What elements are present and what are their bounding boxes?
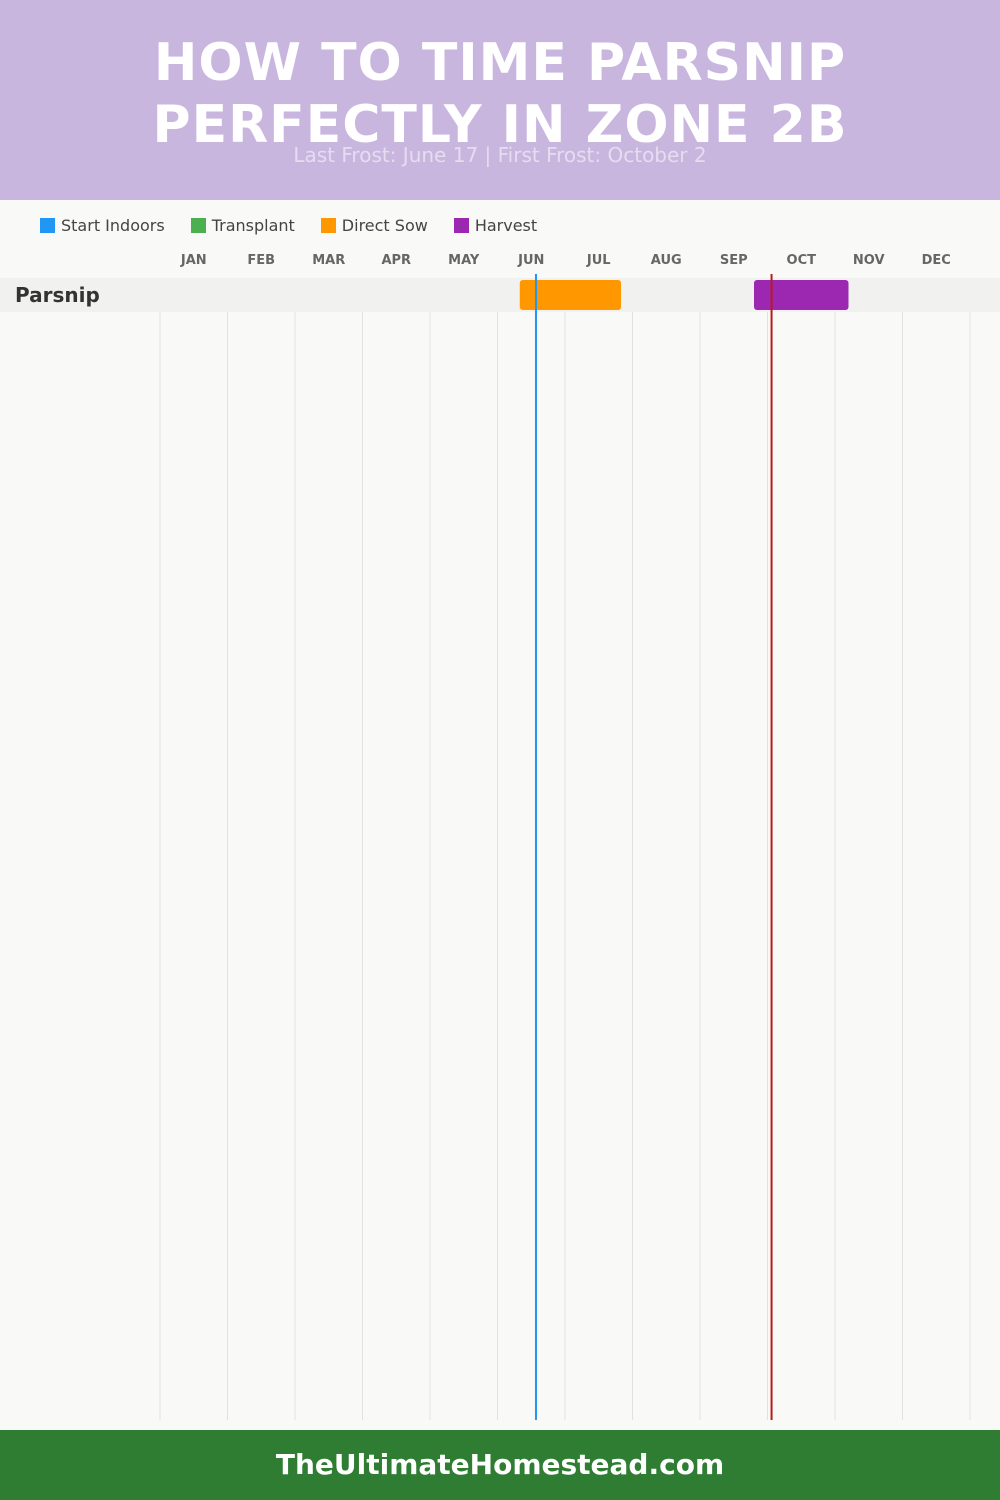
title-line-2: PERFECTLY IN ZONE 2B [152, 95, 848, 155]
legend-label: Start Indoors [61, 215, 165, 235]
header-banner: HOW TO TIME PARSNIP PERFECTLY IN ZONE 2B… [0, 0, 1000, 200]
crop-name-label: Parsnip [15, 283, 100, 307]
month-label: MAR [312, 253, 345, 268]
month-label: JAN [180, 253, 207, 268]
chart-title: HOW TO TIME PARSNIP PERFECTLY IN ZONE 2B [0, 32, 1000, 156]
crop-row-background [0, 278, 1000, 312]
footer-banner: TheUltimateHomestead.com [0, 1430, 1000, 1500]
task-bar-harvest [754, 280, 849, 310]
legend-swatch [320, 217, 336, 233]
legend-swatch [40, 217, 55, 233]
legend-swatch [453, 217, 469, 233]
planting-calendar-chart: JAN FEB MAR APR MAY JUN JUL AUG SEP OCT NOV DEC Pars… [0, 253, 1000, 1420]
task-bar-direct-sow [519, 280, 622, 310]
legend-swatch [190, 217, 206, 233]
site-link[interactable]: TheUltimateHomestead.com [275, 1448, 725, 1481]
month-label: DEC [922, 253, 951, 268]
month-label: MAY [448, 253, 480, 268]
month-label: NOV [853, 253, 885, 268]
legend-item-start-indoors: Start Indoors [40, 216, 165, 235]
month-label: JUN [517, 253, 544, 268]
frost-dates-subtitle: Last Frost: June 17 | First Frost: Octob… [293, 143, 707, 167]
month-label: FEB [247, 253, 275, 268]
title-line-1: HOW TO TIME PARSNIP [153, 33, 847, 93]
month-label: AUG [651, 253, 682, 268]
legend-label: Transplant [211, 215, 295, 235]
month-label: APR [381, 253, 411, 268]
legend-label: Direct Sow [341, 215, 428, 235]
month-label: OCT [787, 253, 817, 268]
legend-item-direct-sow: Direct Sow [320, 215, 428, 235]
legend-item-harvest: Harvest [453, 215, 538, 235]
legend-item-transplant: Transplant [190, 215, 295, 235]
month-label: JUL [586, 253, 611, 268]
legend: Start Indoors Transplant Direct Sow Harvest [40, 214, 563, 236]
month-label: SEP [720, 253, 748, 268]
legend-label: Harvest [474, 215, 538, 235]
